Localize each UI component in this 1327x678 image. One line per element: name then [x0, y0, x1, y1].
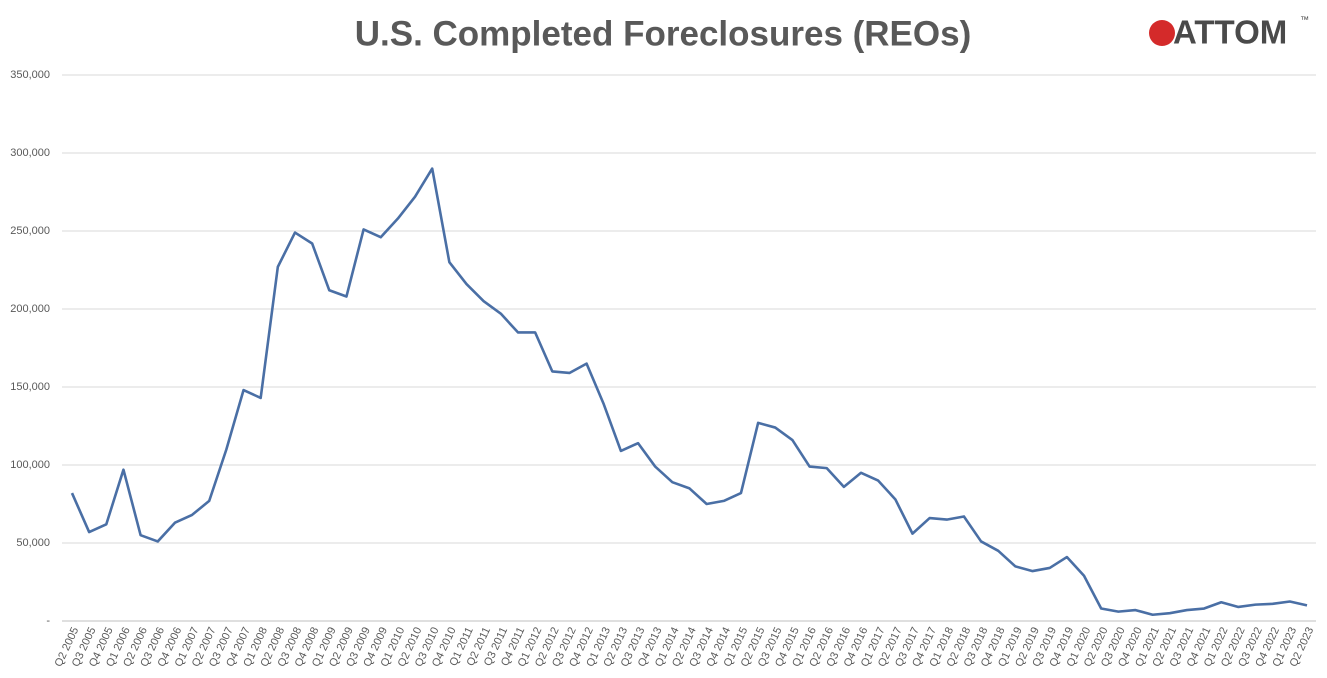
y-tick-label: 300,000 — [10, 147, 50, 159]
y-tick-label: 200,000 — [10, 303, 50, 315]
logo-text: ATTOM — [1173, 14, 1287, 51]
y-tick-label: 150,000 — [10, 381, 50, 393]
logo: ATTOM ™ — [1149, 14, 1309, 51]
y-tick-label: 100,000 — [10, 459, 50, 471]
y-tick-label: 250,000 — [10, 225, 50, 237]
y-tick-label: - — [46, 615, 50, 627]
chart-title: U.S. Completed Foreclosures (REOs) — [355, 14, 972, 53]
logo-icon — [1149, 20, 1175, 46]
y-tick-label: 350,000 — [10, 69, 50, 81]
data-line — [70, 167, 1308, 617]
y-tick-label: 50,000 — [16, 537, 50, 549]
logo-trademark: ™ — [1300, 14, 1309, 24]
